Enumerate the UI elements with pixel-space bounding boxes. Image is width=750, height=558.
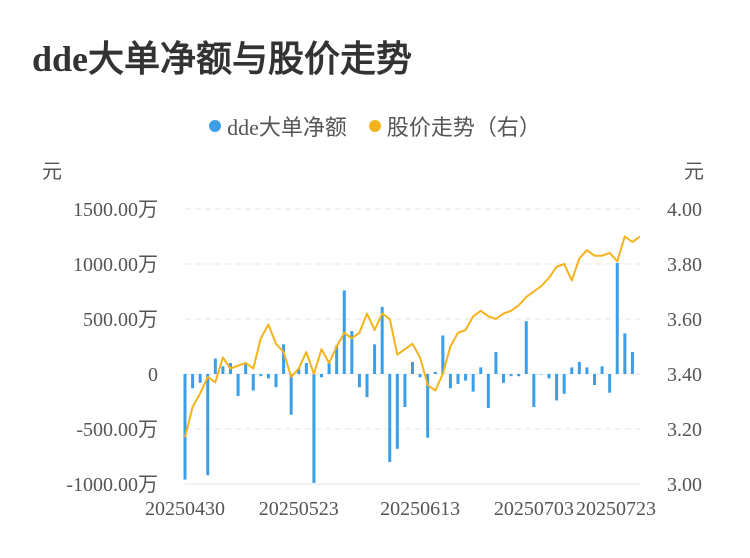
bar — [555, 374, 559, 401]
right-tick-label: 3.00 — [667, 474, 702, 496]
bar — [441, 335, 445, 374]
bar — [608, 374, 612, 393]
bar — [479, 367, 483, 374]
left-axis-unit: 元 — [42, 161, 62, 183]
bar — [615, 262, 619, 374]
legend-dot-bar — [209, 120, 222, 132]
bar — [623, 333, 627, 374]
bar — [464, 374, 468, 381]
bar — [448, 374, 452, 389]
right-axis-unit: 元 — [684, 161, 704, 183]
right-tick-label: 3.60 — [667, 309, 702, 331]
bar — [486, 374, 490, 409]
left-tick-label: -500.00万 — [76, 419, 158, 441]
bar — [532, 374, 536, 407]
bar — [282, 344, 286, 374]
bar — [418, 374, 422, 378]
bar — [509, 374, 513, 377]
left-tick-label: 1000.00万 — [73, 254, 158, 276]
bar — [570, 367, 574, 374]
legend-item-dde[interactable]: dde大单净额 — [209, 110, 347, 142]
bar — [630, 352, 634, 374]
bar — [411, 361, 414, 374]
bar — [266, 374, 270, 379]
chart-title: dde大单净额与股价走势 — [32, 39, 413, 79]
bar — [395, 374, 399, 449]
bar — [600, 366, 604, 374]
bar — [547, 374, 551, 379]
bar — [494, 352, 498, 374]
bar — [577, 361, 581, 374]
legend: dde大单净额 股价走势（右） — [0, 110, 750, 142]
bar — [206, 374, 210, 476]
bar — [350, 331, 354, 374]
bar — [562, 374, 566, 394]
bar — [357, 374, 361, 388]
bar — [183, 374, 187, 480]
x-tick-label: 20250613 — [380, 498, 460, 520]
bar — [502, 374, 505, 383]
bar — [539, 374, 543, 375]
bar — [221, 366, 225, 374]
legend-label-price: 股价走势（右） — [386, 115, 541, 140]
bar — [297, 368, 301, 374]
left-tick-label: 500.00万 — [83, 309, 158, 331]
right-tick-label: 3.80 — [667, 254, 702, 276]
bar — [517, 374, 521, 377]
x-tick-label: 20250723 — [576, 498, 656, 520]
legend-label-dde: dde大单净额 — [227, 115, 347, 140]
right-tick-label: 3.40 — [667, 364, 702, 386]
legend-item-price[interactable]: 股价走势（右） — [368, 110, 541, 142]
bar — [524, 321, 528, 374]
left-tick-label: -1000.00万 — [66, 474, 158, 496]
bar — [456, 374, 460, 384]
bar — [289, 374, 293, 415]
bar — [198, 374, 202, 383]
x-tick-label: 20250703 — [494, 498, 574, 520]
bar — [236, 374, 240, 396]
price-line — [184, 235, 641, 438]
bar — [593, 374, 596, 385]
x-tick-label: 20250523 — [259, 498, 339, 520]
bar — [388, 374, 392, 462]
bar — [251, 374, 255, 391]
right-tick-label: 4.00 — [667, 199, 702, 221]
bar — [191, 374, 195, 389]
bar — [213, 358, 217, 374]
bar — [244, 363, 248, 374]
right-tick-label: 3.20 — [667, 419, 702, 441]
left-tick-label: 1500.00万 — [73, 199, 158, 221]
bar — [327, 363, 331, 374]
bar — [380, 306, 384, 374]
bar — [335, 345, 339, 374]
x-tick-label: 20250430 — [145, 498, 225, 520]
bar — [304, 363, 308, 374]
left-tick-label: 0 — [148, 364, 158, 386]
bar — [312, 374, 316, 483]
bar — [433, 371, 437, 374]
bar — [585, 367, 589, 374]
bar — [259, 374, 263, 377]
bar — [274, 374, 278, 388]
bar — [373, 344, 377, 374]
legend-dot-line — [368, 120, 381, 132]
bar — [403, 374, 407, 407]
bar — [471, 374, 475, 392]
bar — [365, 374, 369, 398]
bar — [426, 374, 430, 438]
bar — [320, 374, 323, 378]
